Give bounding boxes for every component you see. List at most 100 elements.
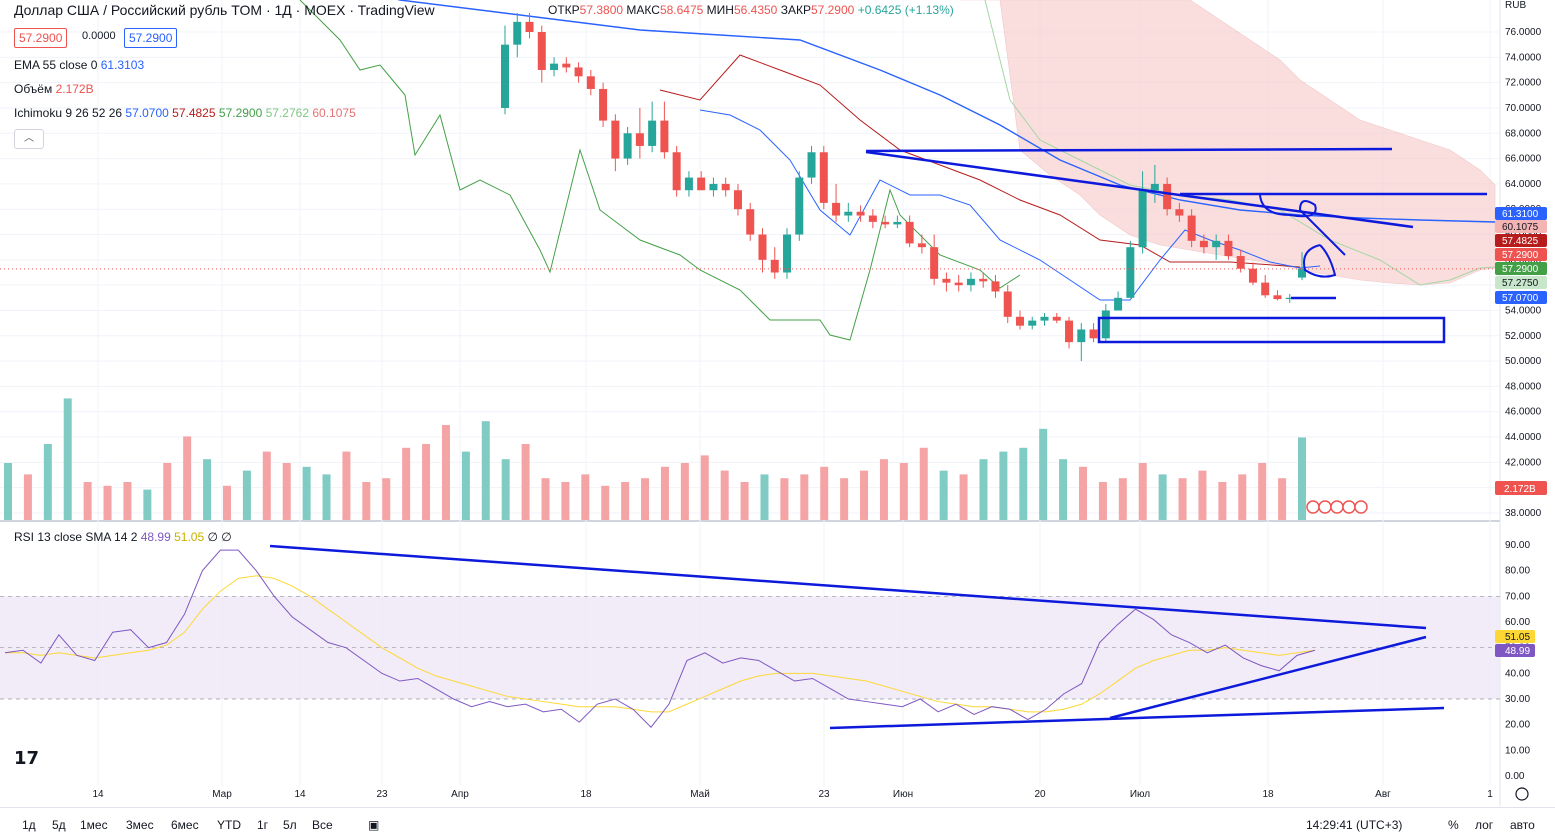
volume-bar	[262, 451, 271, 520]
candle-body	[501, 44, 509, 108]
x-tick-label: 20	[1034, 789, 1046, 800]
currency-label[interactable]: RUB	[1505, 0, 1527, 11]
volume-bar	[23, 474, 32, 520]
x-tick-label: 14	[294, 789, 306, 800]
support-zone-rectangle	[1097, 316, 1446, 344]
timeframe-all[interactable]: Все	[312, 818, 333, 832]
volume-bar	[4, 463, 12, 520]
candle-body	[783, 234, 792, 273]
rsi-tag-bg	[1495, 630, 1535, 643]
volume-bar	[939, 470, 948, 520]
timeframe-1m[interactable]: 1мес	[80, 818, 108, 832]
candle-body	[819, 152, 828, 203]
volume-bar	[999, 451, 1008, 520]
volume-bar	[1158, 474, 1167, 520]
volume-bar	[820, 466, 829, 520]
price-tag-bg	[1495, 291, 1547, 304]
clock[interactable]: 14:29:41 (UTC+3)	[1306, 818, 1403, 832]
price-tag-bg	[1495, 276, 1547, 289]
rsi-tick-label: 80.00	[1505, 566, 1530, 577]
candle-body	[635, 133, 644, 146]
candle-body	[795, 177, 804, 235]
volume-bar	[163, 463, 172, 520]
price-tick-label: 44.0000	[1505, 432, 1542, 443]
candle-body	[807, 152, 816, 178]
volume-bar	[242, 470, 251, 520]
volume-bar	[1298, 437, 1306, 520]
sell-button[interactable]: 57.2900	[14, 28, 68, 48]
percent-toggle[interactable]: %	[1448, 818, 1459, 832]
volume-bar	[879, 459, 888, 520]
event-flag-icon	[1318, 500, 1332, 514]
timeframe-1d[interactable]: 1д	[22, 818, 36, 832]
timeframe-3m[interactable]: 3мес	[126, 818, 154, 832]
timeframe-5y[interactable]: 5л	[283, 818, 297, 832]
price-tick-label: 38.0000	[1505, 508, 1542, 519]
auto-toggle[interactable]: авто	[1510, 818, 1535, 832]
price-tag-bg	[1495, 220, 1547, 233]
candle-body	[648, 120, 657, 146]
volume-bar	[800, 474, 809, 520]
price-tick-label: 64.0000	[1505, 179, 1542, 190]
volume-bar	[1198, 470, 1207, 520]
timeframe-1y[interactable]: 1г	[257, 818, 269, 832]
volume-bar	[1098, 482, 1107, 520]
candle-body	[1224, 240, 1233, 257]
chikou-line	[299, 0, 1021, 341]
price-tick-label: 42.0000	[1505, 457, 1542, 468]
candle-body	[893, 221, 902, 225]
volume-bar	[521, 444, 530, 520]
kijun-line	[659, 54, 1301, 268]
volume-bar	[382, 478, 391, 520]
candle-body	[1150, 183, 1159, 191]
candle-body	[758, 234, 767, 260]
volume-bar	[1138, 463, 1147, 520]
volume-bar	[322, 474, 331, 520]
collapse-legend-button[interactable]: ︿	[14, 129, 44, 149]
candle-body	[930, 247, 939, 279]
volume-bar	[1118, 478, 1127, 520]
buy-button[interactable]: 57.2900	[124, 28, 178, 48]
volume-bar	[979, 459, 988, 520]
event-flag-icon	[1306, 500, 1320, 514]
timeframe-6m[interactable]: 6мес	[171, 818, 199, 832]
ema-legend[interactable]: EMA 55 close 0 61.3103	[14, 58, 145, 72]
timeframe-5d[interactable]: 5д	[52, 818, 66, 832]
rsi-tag-label: 48.99	[1505, 646, 1530, 657]
candle-body	[733, 190, 742, 210]
bottom-toolbar: 1д 5д 1мес 3мес 6мес YTD 1г 5л Все ▣ 14:…	[0, 807, 1555, 832]
x-tick-label: 23	[376, 789, 388, 800]
candle-body	[1040, 316, 1049, 321]
candle-body	[1126, 247, 1135, 298]
open-value: 57.3800	[579, 3, 624, 17]
x-tick-label: Апр	[451, 789, 469, 800]
candle-body	[1298, 268, 1306, 278]
volume-bar	[1079, 466, 1088, 520]
volume-legend[interactable]: Объём 2.172B	[14, 82, 94, 96]
rsi-legend[interactable]: RSI 13 close SMA 14 2 48.99 51.05 ∅ ∅	[14, 530, 232, 544]
event-flag-icon	[1354, 500, 1368, 514]
volume-bar	[342, 451, 351, 520]
volume-bar	[601, 485, 610, 520]
volume-bar	[700, 455, 709, 520]
volume-bar	[103, 485, 112, 520]
timeframe-ytd[interactable]: YTD	[217, 818, 241, 832]
trendline-drawing	[865, 150, 1414, 229]
volume-bar	[919, 447, 928, 520]
candle-body	[1187, 215, 1196, 241]
event-flag-icon	[1330, 500, 1344, 514]
date-range-icon[interactable]: ▣	[368, 818, 380, 832]
volume-bar	[481, 421, 490, 520]
volume-bar	[680, 463, 689, 520]
candle-body	[709, 183, 718, 191]
candle-body	[1236, 256, 1245, 269]
ichimoku-legend[interactable]: Ichimoku 9 26 52 26 57.0700 57.4825 57.2…	[14, 106, 356, 120]
log-toggle[interactable]: лог	[1475, 818, 1494, 832]
volume-bar	[1238, 474, 1247, 520]
volume-tag-bg	[1495, 481, 1547, 495]
price-tick-label: 54.0000	[1505, 305, 1542, 316]
x-tick-label: 1	[1487, 789, 1493, 800]
volume-bar	[63, 398, 72, 520]
price-tag-label: 61.3100	[1502, 209, 1539, 220]
